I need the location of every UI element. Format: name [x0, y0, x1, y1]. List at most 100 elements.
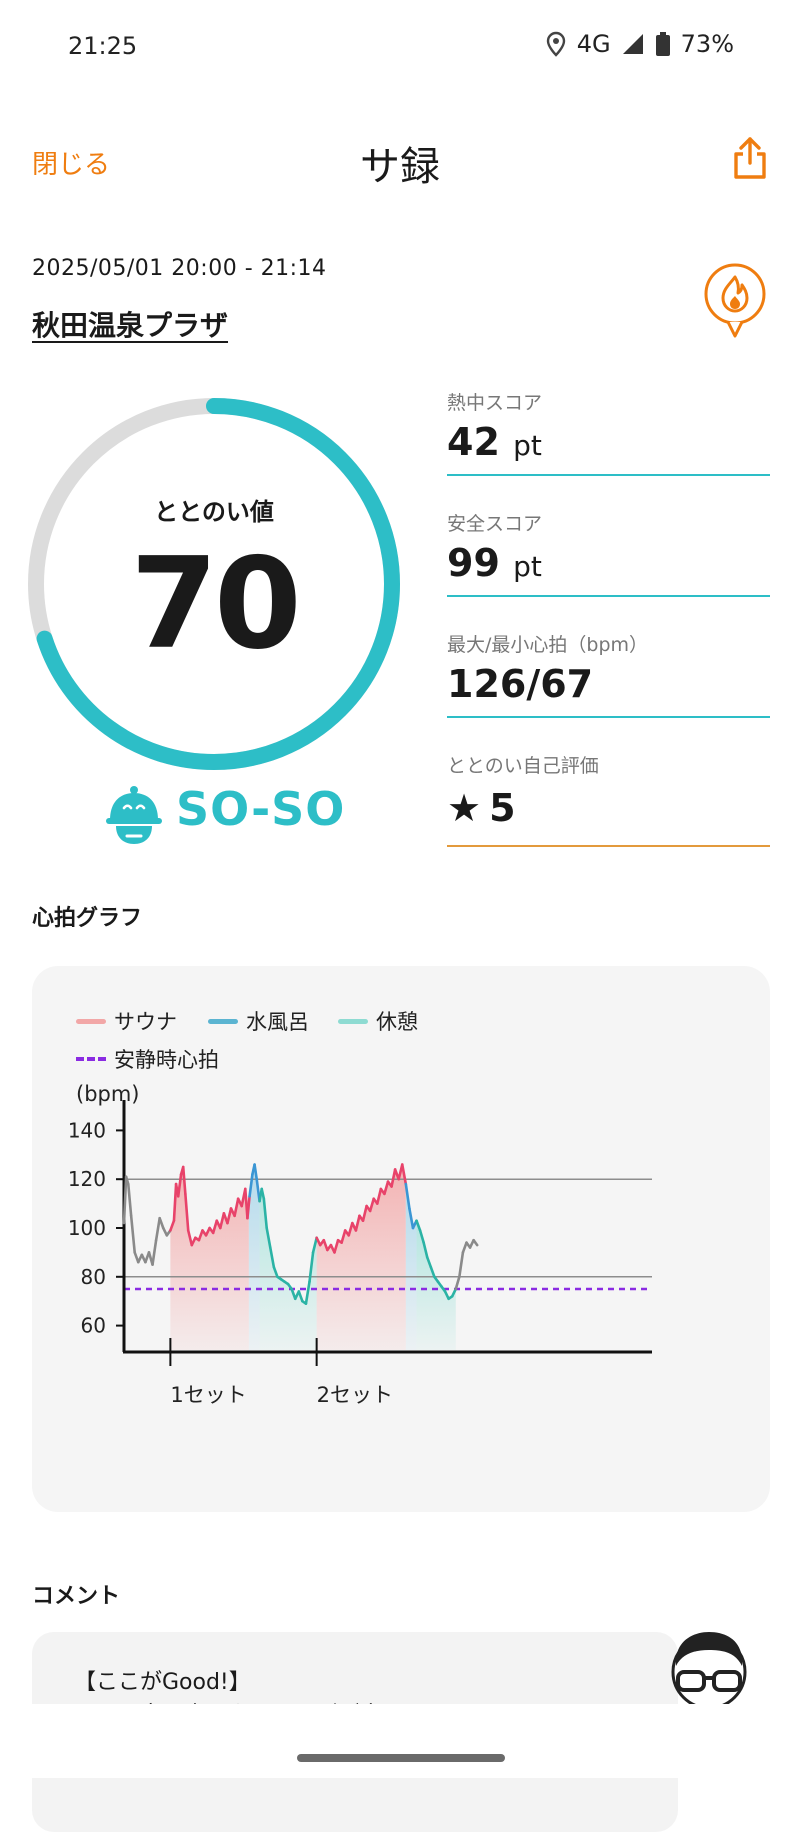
flame-badge-icon	[704, 263, 766, 338]
hr-segment	[126, 1182, 133, 1218]
hr-segment	[176, 1173, 183, 1198]
hr-segment	[443, 1290, 450, 1301]
hr-segment	[383, 1180, 390, 1196]
hr-segment	[129, 1214, 137, 1254]
mood-icon	[104, 784, 164, 850]
star-icon: ★	[447, 786, 482, 830]
hr-segment	[461, 1241, 468, 1254]
signal-icon	[621, 32, 645, 56]
set-tick-label: 1セット	[170, 1383, 246, 1407]
totonoi-score: 70	[130, 530, 301, 677]
location-icon	[545, 31, 567, 57]
hr-segment	[425, 1255, 433, 1269]
hr-segment	[422, 1241, 429, 1259]
hr-segment	[246, 1194, 251, 1220]
page-title: サ録	[360, 144, 440, 190]
hr-segment	[322, 1238, 329, 1252]
y-tick-label: 140	[68, 1118, 106, 1142]
safety-score-value: 99 pt	[447, 541, 542, 585]
hr-segment	[333, 1238, 340, 1254]
hr-segment	[408, 1207, 415, 1230]
facility-link[interactable]: 秋田温泉プラザ	[32, 309, 229, 342]
phase-fill-water	[248, 1164, 260, 1350]
legend-resting-hr: 安静時心拍	[76, 1044, 219, 1074]
self-rating-value: ★ 5	[447, 786, 516, 830]
hr-segment	[361, 1204, 368, 1222]
hr-segment	[418, 1229, 425, 1244]
hr-segment	[368, 1197, 376, 1213]
self-rating-label: ととのい自己評価	[447, 755, 599, 777]
hr-segment	[297, 1290, 304, 1303]
hr-segment	[458, 1251, 465, 1279]
totonoi-gauge	[28, 398, 400, 770]
hr-segment	[248, 1173, 254, 1198]
hr-segment	[226, 1207, 233, 1225]
bottom-safe-area	[0, 1704, 800, 1778]
phase-fill-sauna	[316, 1164, 406, 1350]
metric-divider	[447, 474, 770, 476]
mood-label: SO-SO	[176, 782, 346, 836]
hr-segment	[400, 1163, 408, 1186]
hr-segment	[186, 1229, 194, 1247]
y-tick-label: 60	[81, 1314, 106, 1338]
hr-segment	[197, 1229, 204, 1242]
share-icon	[734, 137, 766, 179]
gauge-label: ととのい値	[154, 498, 274, 526]
close-button[interactable]: 閉じる	[32, 150, 111, 180]
comment-title: コメント	[32, 1584, 121, 1609]
session-date-range: 2025/05/01 20:00 - 21:14	[32, 256, 327, 281]
hr-segment	[268, 1246, 276, 1269]
hr-segment	[262, 1197, 269, 1230]
y-tick-label: 80	[81, 1265, 106, 1289]
hr-segment	[472, 1238, 479, 1247]
heart-graph-title: 心拍グラフ	[32, 906, 143, 931]
home-indicator[interactable]	[297, 1754, 505, 1762]
hr-segment	[429, 1265, 436, 1279]
battery-icon	[655, 31, 671, 57]
glasses-man-icon	[671, 1632, 747, 1710]
heat-score-label: 熱中スコア	[447, 392, 543, 414]
metric-divider	[447, 845, 770, 847]
status-indicators: 4G 73%	[545, 30, 734, 58]
y-tick-label: 120	[68, 1167, 106, 1191]
hr-segment	[190, 1236, 197, 1247]
hr-segment	[415, 1219, 422, 1232]
hr-segment	[265, 1226, 272, 1249]
gauge-progress-arc	[28, 398, 400, 770]
hr-segment	[122, 1175, 128, 1225]
y-tick-label: 100	[68, 1216, 106, 1240]
hr-segment	[340, 1229, 347, 1244]
hr-segment	[211, 1219, 219, 1235]
hr-segment	[354, 1214, 361, 1232]
phase-fill-rest	[416, 1220, 456, 1350]
safety-score-label: 安全スコア	[447, 513, 543, 535]
hr-segment	[272, 1265, 279, 1279]
hr-segment	[154, 1216, 161, 1242]
battery-level: 73%	[680, 30, 734, 58]
hr-segment	[233, 1197, 240, 1218]
legend-water: 水風呂	[208, 1006, 309, 1036]
hr-segment	[151, 1238, 158, 1266]
heart-rate-label: 最大/最小心拍（bpm）	[447, 634, 649, 656]
advisor-avatar	[664, 1624, 754, 1718]
network-type: 4G	[576, 30, 611, 58]
phase-fill-water	[405, 1184, 417, 1350]
heat-score-value: 42 pt	[447, 420, 542, 464]
metric-divider	[447, 595, 770, 597]
hr-segment	[219, 1212, 226, 1230]
hr-segment	[253, 1163, 259, 1181]
bell-face-icon	[106, 786, 162, 844]
hr-segment	[404, 1182, 411, 1210]
share-button[interactable]	[732, 136, 768, 184]
heat-badge[interactable]	[702, 262, 768, 346]
set-tick-label: 2セット	[317, 1383, 393, 1407]
metric-divider	[447, 716, 770, 718]
legend-rest: 休憩	[338, 1006, 418, 1036]
hr-segment	[347, 1221, 354, 1237]
hr-segment	[260, 1187, 266, 1201]
hr-segment	[311, 1236, 318, 1254]
hr-segment	[172, 1182, 178, 1222]
hr-segment	[375, 1187, 383, 1205]
hr-segment	[454, 1275, 461, 1291]
comment-heading: 【ここがGood!】	[74, 1670, 251, 1695]
